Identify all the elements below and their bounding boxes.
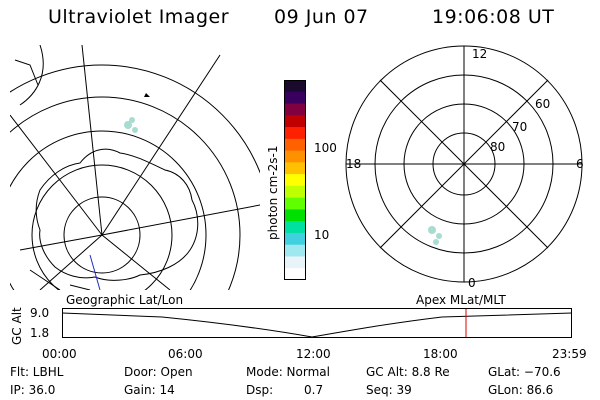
latitude-ring — [31, 164, 173, 290]
colorbar-segment — [284, 103, 306, 116]
mlat-ring-70: 70 — [512, 120, 528, 134]
colorbar-segment — [284, 162, 306, 175]
time-label: 19:06:08 UT — [432, 6, 555, 28]
filter-status: Flt: LBHL — [10, 365, 64, 379]
mode-status: Mode: Normal — [246, 365, 330, 379]
longitude-line — [101, 234, 171, 290]
colorbar-segment — [284, 197, 306, 210]
date-label: 09 Jun 07 — [274, 6, 369, 28]
door-status: Door: Open — [124, 365, 193, 379]
colorbar-segment — [284, 115, 306, 128]
timeline-ylabel: GC Alt — [10, 307, 24, 345]
colorbar — [284, 80, 306, 280]
latitude-ring — [10, 64, 260, 174]
mlt-label-6: 6 — [576, 157, 584, 171]
seq-status: Seq: 39 — [366, 383, 412, 397]
colorbar-segment — [284, 256, 306, 269]
timeline-xtick-1800: 18:00 — [423, 347, 458, 361]
timeline-left-caption: Geographic Lat/Lon — [66, 293, 184, 307]
gain-status: Gain: 14 — [124, 383, 175, 397]
mlt-label-18: 18 — [346, 157, 362, 171]
timeline-xtick-2359: 23:59 — [552, 347, 587, 361]
timeline-ytick-9: 9.0 — [30, 306, 50, 320]
dsp-label: Dsp: — [246, 383, 274, 397]
latitude-ring — [10, 96, 241, 290]
colorbar-segment — [284, 150, 306, 163]
polar-map — [345, 45, 583, 283]
glon-status: GLon: 86.6 — [488, 383, 554, 397]
colorbar-segment — [284, 174, 306, 187]
mlat-ring-80: 80 — [490, 140, 506, 154]
glat-status: GLat: −70.6 — [488, 365, 561, 379]
ip-status: IP: 36.0 — [10, 383, 56, 397]
latitude-ring — [10, 130, 207, 290]
coastline — [14, 45, 44, 106]
timeline-ytick-1-8: 1.8 — [30, 326, 50, 340]
dsp-value: 0.7 — [304, 383, 324, 397]
timeline-xtick-0000: 00:00 — [42, 347, 77, 361]
aurora-patch — [428, 226, 442, 245]
mlt-label-0: 0 — [468, 276, 476, 290]
mlat-ring-60: 60 — [535, 97, 551, 111]
gc-alt-status: GC Alt: 8.8 Re — [366, 365, 450, 379]
colorbar-segment — [284, 127, 306, 140]
mlt-label-12: 12 — [472, 47, 488, 61]
longitude-line — [39, 234, 103, 290]
colorbar-unit-label: photon cm-2s-1 — [266, 145, 280, 241]
colorbar-tick-10: 10 — [314, 228, 330, 242]
colorbar-segment — [284, 232, 306, 246]
colorbar-segment — [284, 244, 306, 257]
timeline-xtick-0600: 06:00 — [168, 347, 203, 361]
colorbar-segment — [284, 91, 306, 105]
colorbar-segment — [284, 185, 306, 199]
colorbar-segment — [284, 221, 306, 234]
longitude-line — [101, 204, 260, 236]
latitude-ring — [63, 196, 141, 274]
longitude-line — [81, 45, 103, 236]
colorbar-segment — [284, 80, 306, 93]
timeline-xtick-1200: 12:00 — [296, 347, 331, 361]
timeline-right-caption: Apex MLat/MLT — [416, 293, 506, 307]
longitude-line — [19, 234, 103, 251]
longitude-line — [101, 54, 221, 236]
coastline — [89, 254, 101, 290]
colorbar-segment — [284, 268, 306, 280]
coastline — [29, 269, 91, 290]
aurora-patch — [124, 117, 138, 133]
colorbar-segment — [284, 138, 306, 152]
longitude-line — [10, 114, 103, 236]
coastline — [35, 148, 199, 281]
geographic-map — [10, 45, 260, 290]
colorbar-tick-100: 100 — [314, 141, 337, 155]
colorbar-border — [284, 80, 306, 280]
altitude-timeline — [62, 308, 572, 338]
instrument-title: Ultraviolet Imager — [48, 6, 230, 28]
sun-marker — [144, 93, 150, 97]
colorbar-segment — [284, 209, 306, 222]
altitude-curve — [62, 312, 572, 338]
